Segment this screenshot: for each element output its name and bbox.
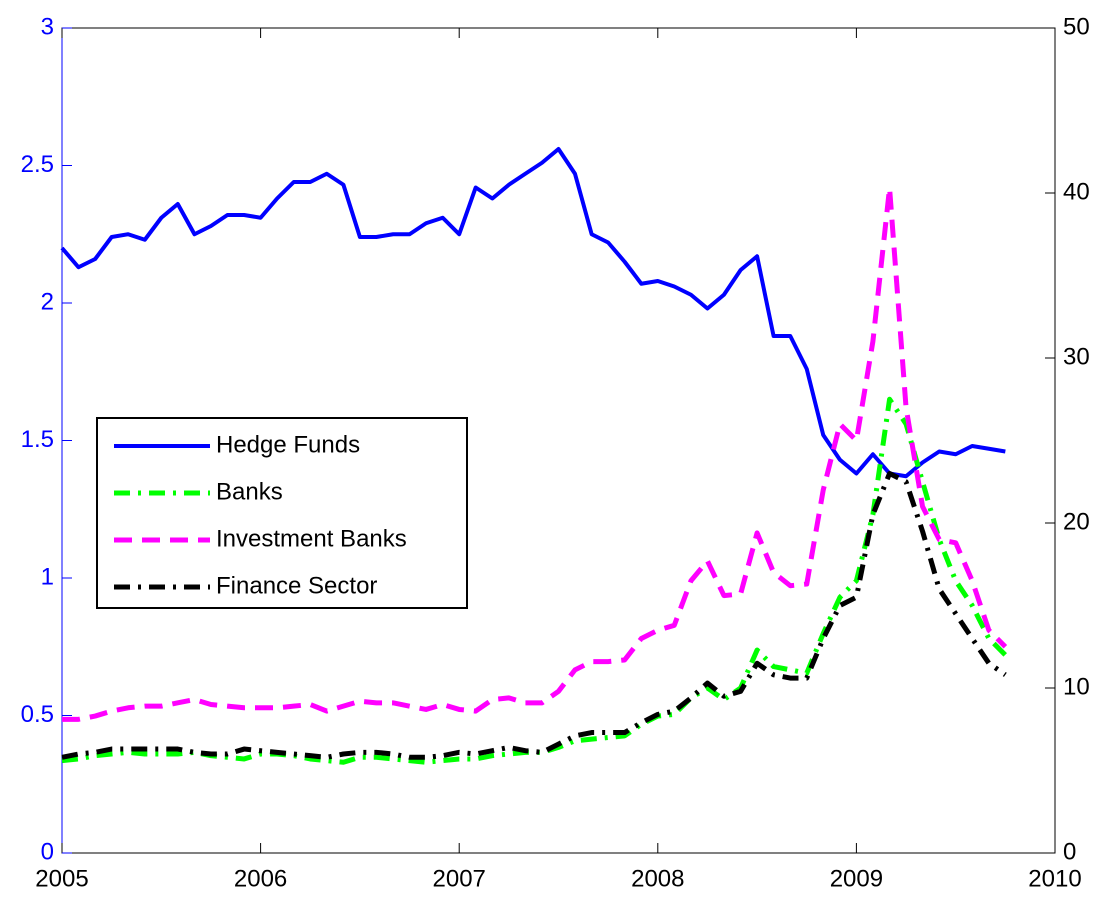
y-tick-label: 1 <box>41 563 54 590</box>
series-line <box>60 147 1006 479</box>
y-tick-label: 3 <box>41 13 54 40</box>
y-tick-label: 1.5 <box>21 426 54 453</box>
series-line <box>61 471 1007 760</box>
series-line <box>61 396 1008 765</box>
y2-tick-label: 40 <box>1063 178 1090 205</box>
y-tick-label: 2 <box>41 288 54 315</box>
legend: Hedge Funds Banks Investment Banks Finance … <box>96 417 468 609</box>
y2-tick-label: 20 <box>1063 508 1090 535</box>
y2-tick-label: 10 <box>1063 673 1090 700</box>
x-tick-label: 2006 <box>234 865 287 892</box>
x-tick-label: 2009 <box>830 865 883 892</box>
legend-label: Investment Banks <box>216 525 407 552</box>
y-tick-label: 0 <box>41 838 54 865</box>
y2-tick-label: 0 <box>1063 838 1076 865</box>
legend-label: Hedge Funds <box>216 431 360 458</box>
y2-tick-label: 50 <box>1063 13 1090 40</box>
x-tick-label: 2010 <box>1028 865 1081 892</box>
series-line <box>62 185 1008 722</box>
y-tick-label: 0.5 <box>21 701 54 728</box>
y2-tick-label: 30 <box>1063 343 1090 370</box>
legend-label: Banks <box>216 478 283 505</box>
x-tick-label: 2007 <box>433 865 486 892</box>
x-tick-label: 2005 <box>35 865 88 892</box>
legend-label: Finance Sector <box>216 572 377 599</box>
x-tick-label: 2008 <box>631 865 684 892</box>
y-tick-label: 2.5 <box>21 151 54 178</box>
legend-box <box>96 417 468 609</box>
